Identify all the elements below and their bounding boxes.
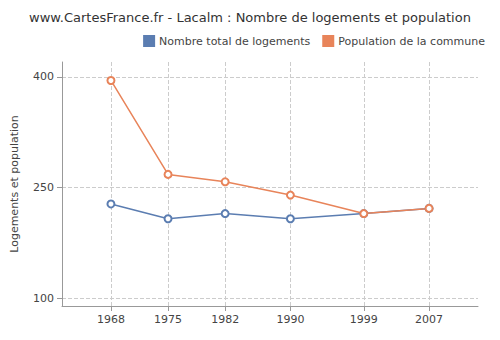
- svg-text:1999: 1999: [350, 313, 378, 326]
- svg-text:1968: 1968: [97, 313, 125, 326]
- svg-text:100: 100: [33, 292, 54, 305]
- svg-text:1982: 1982: [211, 313, 239, 326]
- svg-text:250: 250: [33, 181, 54, 194]
- svg-text:Population de la commune: Population de la commune: [338, 35, 485, 48]
- svg-text:2007: 2007: [415, 313, 443, 326]
- svg-text:1990: 1990: [276, 313, 304, 326]
- svg-text:1975: 1975: [154, 313, 182, 326]
- svg-text:Nombre total de logements: Nombre total de logements: [159, 35, 310, 48]
- svg-text:400: 400: [33, 70, 54, 83]
- svg-text:Logements et population: Logements et population: [8, 115, 21, 253]
- svg-text:www.CartesFrance.fr - Lacalm :: www.CartesFrance.fr - Lacalm : Nombre de…: [29, 10, 471, 25]
